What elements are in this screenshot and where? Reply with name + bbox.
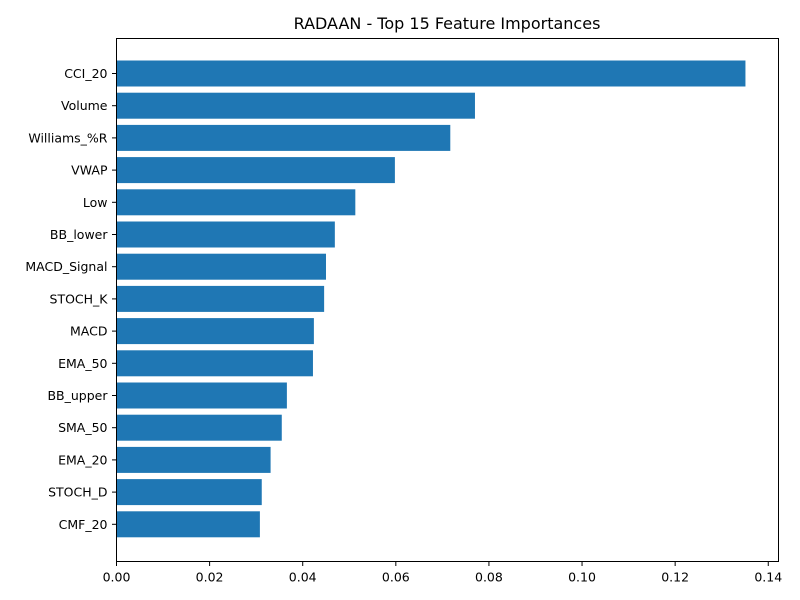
bar-bb-lower [116, 221, 335, 248]
y-tick-label-low: Low [83, 195, 108, 210]
bar-cmf-20 [116, 511, 260, 538]
bar-bb-upper [116, 382, 287, 409]
chart-title: RADAAN - Top 15 Feature Importances [294, 14, 601, 33]
bar-ema-20 [116, 446, 271, 473]
y-tick-label-cmf-20: CMF_20 [59, 517, 108, 532]
x-tick-label: 0.12 [661, 570, 689, 585]
y-tick-label-ema-20: EMA_20 [58, 452, 107, 467]
bar-cci-20 [116, 60, 746, 87]
bar-williams-r [116, 124, 451, 151]
y-tick-label-macd-signal: MACD_Signal [25, 259, 107, 274]
bar-macd-signal [116, 253, 326, 280]
bar-stoch-k [116, 285, 325, 312]
bar-low [116, 189, 356, 216]
x-tick-label: 0.00 [103, 570, 131, 585]
y-tick-label-stoch-k: STOCH_K [50, 291, 109, 306]
x-tick-label: 0.06 [382, 570, 410, 585]
y-tick-label-bb-lower: BB_lower [50, 227, 108, 242]
x-axis-ticks: 0.00 0.02 0.04 0.06 0.08 0.10 0.12 0.14 [103, 561, 782, 585]
y-tick-label-sma-50: SMA_50 [58, 420, 107, 435]
y-tick-label-ema-50: EMA_50 [58, 356, 107, 371]
bar-sma-50 [116, 414, 282, 441]
bars-group [116, 60, 746, 538]
bar-vwap [116, 157, 395, 184]
bar-ema-50 [116, 350, 313, 377]
plot-frame [116, 38, 779, 562]
y-tick-label-volume: Volume [61, 98, 108, 113]
y-tick-label-williams-r: Williams_%R [28, 130, 107, 145]
y-tick-label-bb-upper: BB_upper [47, 388, 108, 403]
y-tick-label-cci-20: CCI_20 [64, 66, 107, 81]
x-tick-label: 0.14 [754, 570, 782, 585]
y-tick-label-macd: MACD [70, 324, 107, 339]
bar-stoch-d [116, 479, 262, 506]
x-tick-label: 0.02 [196, 570, 224, 585]
x-tick-label: 0.10 [568, 570, 596, 585]
y-tick-label-vwap: VWAP [71, 163, 108, 178]
bar-macd [116, 318, 314, 345]
y-axis-ticks: CCI_20 Volume Williams_%R VWAP Low BB_lower MA… [25, 66, 117, 532]
bar-volume [116, 92, 475, 119]
x-tick-label: 0.04 [289, 570, 317, 585]
y-tick-label-stoch-d: STOCH_D [48, 485, 107, 500]
x-tick-label: 0.08 [475, 570, 503, 585]
